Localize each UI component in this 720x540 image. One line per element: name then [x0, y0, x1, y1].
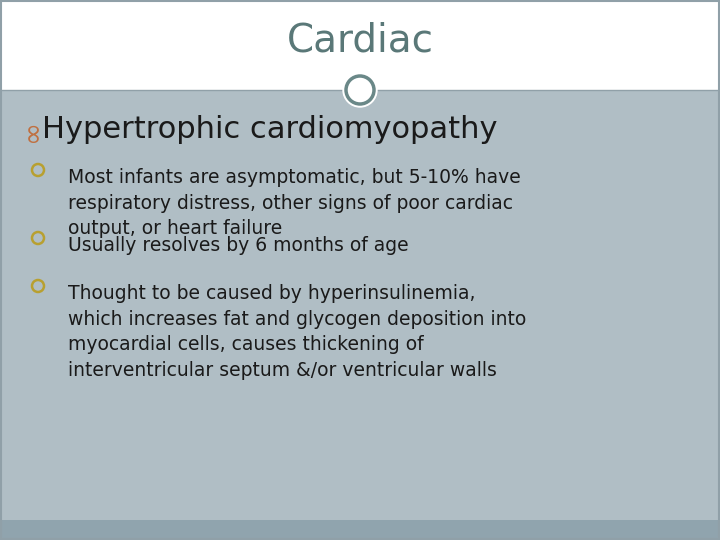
Bar: [0, 0, 720, 90]
Text: Cardiac: Cardiac: [287, 21, 433, 59]
Text: Hypertrophic cardiomyopathy: Hypertrophic cardiomyopathy: [42, 116, 498, 145]
Circle shape: [343, 73, 377, 107]
Text: ∞: ∞: [18, 118, 46, 141]
Text: Thought to be caused by hyperinsulinemia,
which increases fat and glycogen depos: Thought to be caused by hyperinsulinemia…: [68, 284, 526, 380]
Bar: [0, 520, 720, 540]
Text: Most infants are asymptomatic, but 5-10% have
respiratory distress, other signs : Most infants are asymptomatic, but 5-10%…: [68, 168, 521, 239]
Bar: [0, 90, 720, 520]
Text: Usually resolves by 6 months of age: Usually resolves by 6 months of age: [68, 236, 409, 255]
